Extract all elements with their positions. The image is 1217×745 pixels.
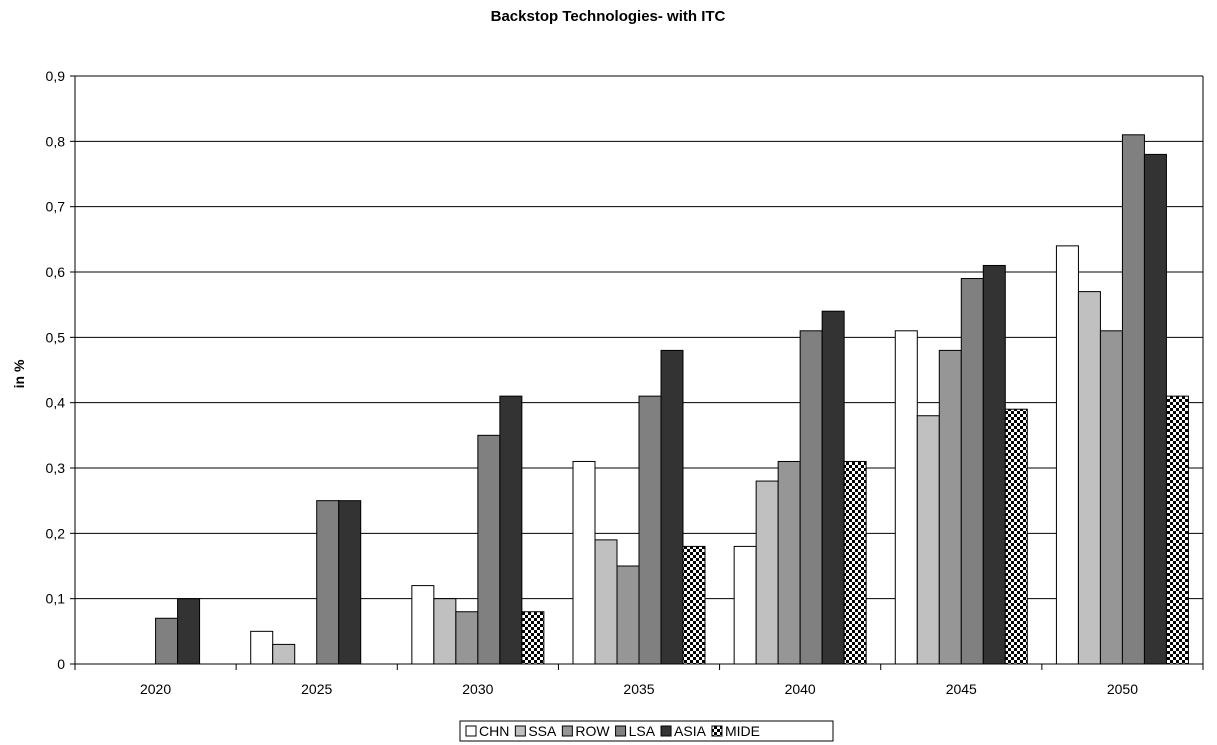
bar-mide-2050 <box>1165 395 1189 665</box>
bar-lsa-2025 <box>316 500 340 665</box>
bar-row-2030 <box>455 611 479 665</box>
legend-swatch-mide <box>711 725 723 737</box>
x-tick-label: 2030 <box>462 681 493 697</box>
bar-chn-2030 <box>411 585 435 665</box>
bar-asia-2040 <box>821 310 845 665</box>
bar-ssa-2030 <box>433 598 457 665</box>
legend-swatch-row <box>561 725 573 737</box>
bar-asia-2025 <box>338 500 362 665</box>
y-tick-label: 0,2 <box>46 525 66 541</box>
y-tick-label: 0,8 <box>46 133 66 149</box>
x-tick-label: 2025 <box>301 681 332 697</box>
bar-mide-2045 <box>1004 408 1028 665</box>
bar-chn-2050 <box>1055 245 1079 665</box>
chart-title: Backstop Technologies- with ITC <box>491 8 726 25</box>
legend-swatch-lsa <box>615 725 627 737</box>
bar-ssa-2050 <box>1077 291 1101 665</box>
bar-chn-2040 <box>733 545 757 665</box>
x-tick-label: 2020 <box>140 681 171 697</box>
bar-lsa-2020 <box>155 617 179 665</box>
y-tick-label: 0,9 <box>46 68 66 84</box>
legend-label-ssa: SSA <box>528 723 557 739</box>
legend-label-lsa: LSA <box>629 723 656 739</box>
legend-label-chn: CHN <box>479 723 509 739</box>
axes <box>74 76 1204 665</box>
legend-swatch-chn <box>465 725 477 737</box>
y-tick-label: 0 <box>57 656 65 672</box>
bar-chn-2025 <box>250 630 274 665</box>
bar-lsa-2040 <box>799 330 823 665</box>
bar-ssa-2035 <box>594 539 618 665</box>
x-tick-label: 2040 <box>785 681 816 697</box>
bar-mide-2035 <box>682 545 706 665</box>
y-tick-label: 0,3 <box>46 460 66 476</box>
bar-row-2040 <box>777 460 801 665</box>
bar-ssa-2040 <box>755 480 779 665</box>
bar-chn-2035 <box>572 460 596 665</box>
bar-asia-2030 <box>499 395 523 665</box>
legend-box <box>459 720 834 742</box>
legend-label-asia: ASIA <box>674 723 707 739</box>
legend-swatch-ssa <box>514 725 526 737</box>
legend-swatch-asia <box>660 725 672 737</box>
bar-row-2050 <box>1099 330 1123 665</box>
bar-lsa-2045 <box>960 278 984 665</box>
y-tick-label: 0,5 <box>46 329 66 345</box>
bar-ssa-2025 <box>272 643 296 665</box>
bar-row-2045 <box>938 349 962 665</box>
y-tick-label: 0,1 <box>46 591 66 607</box>
bar-mide-2040 <box>843 460 867 665</box>
bar-chn-2045 <box>894 330 918 665</box>
bar-asia-2035 <box>660 349 684 665</box>
bar-asia-2020 <box>177 598 201 665</box>
legend-label-row: ROW <box>575 723 610 739</box>
y-tick-label: 0,6 <box>46 264 66 280</box>
bar-asia-2050 <box>1143 153 1167 665</box>
bar-lsa-2035 <box>638 395 662 665</box>
bar-ssa-2045 <box>916 415 940 665</box>
y-axis-label: in % <box>11 359 27 388</box>
legend: CHN SSA ROW LSA ASIA MIDE <box>459 720 834 742</box>
bars <box>155 134 1189 665</box>
legend-label-mide: MIDE <box>725 723 760 739</box>
x-tick-label: 2045 <box>946 681 977 697</box>
bar-row-2035 <box>616 565 640 665</box>
y-tick-labels: 0 0,1 0,2 0,3 0,4 0,5 0,6 0,7 0,8 0,9 <box>46 68 66 672</box>
x-tick-labels: 2020 2025 2030 2035 2040 2045 2050 <box>74 664 1204 697</box>
x-tick-label: 2035 <box>623 681 654 697</box>
y-tick-label: 0,7 <box>46 199 66 215</box>
bar-mide-2030 <box>521 611 545 665</box>
bar-lsa-2050 <box>1121 134 1145 665</box>
x-tick-label: 2050 <box>1107 681 1138 697</box>
bar-asia-2045 <box>982 264 1006 665</box>
y-tick-label: 0,4 <box>46 395 66 411</box>
bar-lsa-2030 <box>477 434 501 665</box>
